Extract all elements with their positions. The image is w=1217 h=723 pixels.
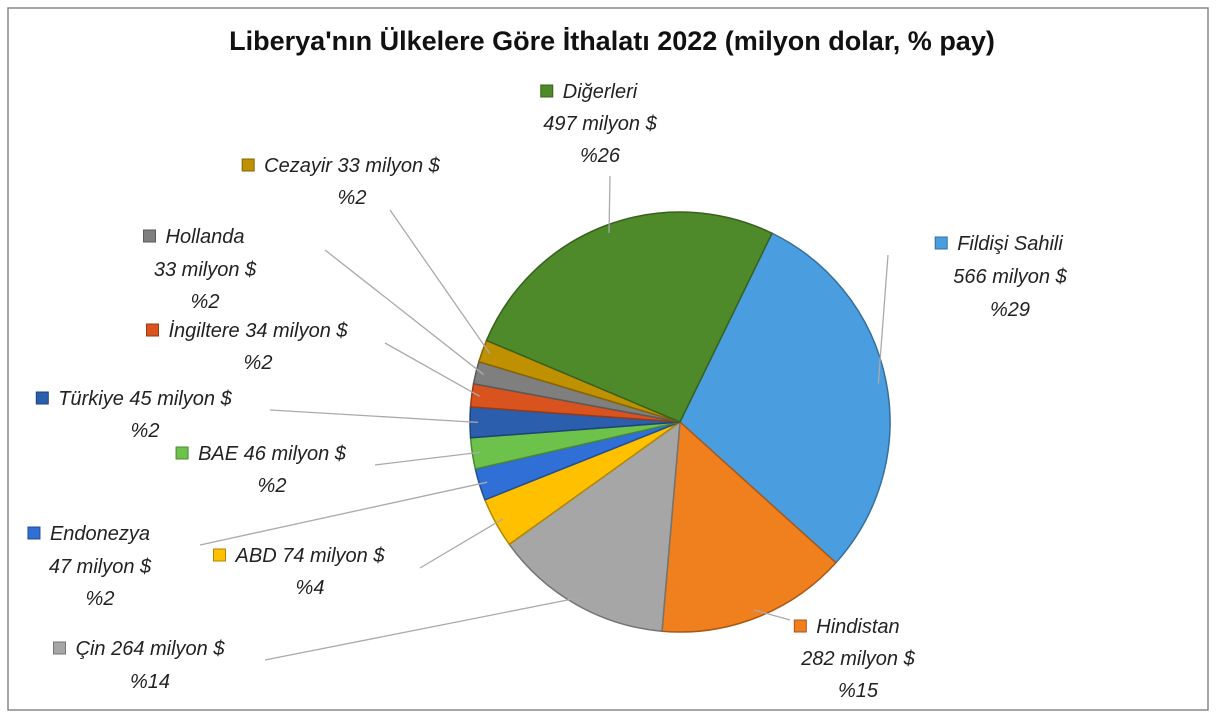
label-category: Cezayir — [264, 155, 333, 177]
data-label: %2 — [244, 352, 273, 374]
leader-line — [419, 518, 504, 569]
data-label: %2 — [86, 588, 115, 610]
data-label: BAE 46 milyon $ — [198, 443, 347, 465]
label-category: Hindistan — [816, 616, 899, 638]
pie-slice — [508, 420, 681, 633]
label-value: 566 milyon $ — [953, 266, 1067, 288]
label-category: İngiltere — [169, 320, 240, 342]
legend-marker — [213, 548, 227, 562]
leader-line — [753, 609, 791, 621]
label-value: 74 milyon $ — [282, 545, 385, 567]
label-category: Endonezya — [50, 523, 150, 545]
leader-line — [199, 481, 488, 546]
label-share: %2 — [258, 475, 287, 497]
leader-line — [264, 596, 581, 661]
data-label: 282 milyon $ — [800, 648, 915, 670]
data-label: 47 milyon $ — [49, 556, 152, 578]
leader-line — [877, 254, 889, 384]
label-category: Çin — [76, 638, 106, 660]
data-label: 497 milyon $ — [543, 113, 657, 135]
pie-slice — [485, 211, 774, 423]
label-value: 34 milyon $ — [245, 320, 348, 342]
label-category: ABD — [235, 545, 277, 567]
data-label: İngiltere 34 milyon $ — [169, 320, 349, 342]
data-label: %29 — [990, 299, 1030, 321]
label-share: %2 — [131, 420, 160, 442]
data-label: %2 — [338, 187, 367, 209]
label-share: %26 — [580, 145, 621, 167]
data-label: 33 milyon $ — [154, 259, 257, 281]
label-category: Fildişi Sahili — [957, 233, 1063, 255]
data-label: %4 — [296, 577, 325, 599]
data-label: 566 milyon $ — [953, 266, 1067, 288]
label-share: %2 — [244, 352, 273, 374]
data-label: Cezayir 33 milyon $ — [264, 155, 441, 177]
data-label: %26 — [580, 145, 621, 167]
data-label: Çin 264 milyon $ — [76, 638, 226, 660]
legend-marker — [53, 641, 67, 655]
leader-line — [608, 175, 611, 233]
label-category: Türkiye — [58, 388, 124, 410]
label-share: %4 — [296, 577, 325, 599]
legend-marker — [143, 229, 157, 243]
label-value: 264 milyon $ — [110, 638, 225, 660]
data-label: %2 — [131, 420, 160, 442]
pie-slice — [661, 420, 837, 633]
label-value: 45 milyon $ — [129, 388, 232, 410]
label-category: Diğerleri — [563, 81, 638, 103]
data-label: %15 — [838, 680, 879, 702]
label-value: 46 milyon $ — [244, 443, 347, 465]
data-label: %2 — [258, 475, 287, 497]
data-label: %2 — [191, 291, 220, 313]
label-value: 282 milyon $ — [800, 648, 915, 670]
legend-marker — [27, 526, 41, 540]
data-label: ABD 74 milyon $ — [235, 545, 386, 567]
legend-marker — [175, 446, 189, 460]
label-value: 33 milyon $ — [154, 259, 257, 281]
chart-title: Liberya'nın Ülkelere Göre İthalatı 2022 … — [229, 26, 995, 56]
leader-line — [384, 342, 480, 397]
data-label: Türkiye 45 milyon $ — [58, 388, 232, 410]
legend-marker — [934, 236, 948, 250]
legend-marker — [540, 84, 554, 98]
legend-marker — [146, 323, 159, 337]
leader-line — [269, 409, 479, 423]
label-share: %2 — [338, 187, 367, 209]
data-label: Diğerleri — [563, 81, 638, 103]
label-share: %14 — [130, 671, 170, 693]
leader-line — [374, 451, 481, 466]
label-value: 47 milyon $ — [49, 556, 152, 578]
label-value: 33 milyon $ — [338, 155, 441, 177]
data-label: Hindistan — [816, 616, 899, 638]
label-category: BAE — [198, 443, 239, 465]
data-label: Fildişi Sahili — [957, 233, 1063, 255]
label-share: %29 — [990, 299, 1030, 321]
leader-line — [324, 249, 485, 376]
label-share: %15 — [838, 680, 879, 702]
data-label: Endonezya — [50, 523, 150, 545]
label-share: %2 — [191, 291, 220, 313]
label-value: 497 milyon $ — [543, 113, 657, 135]
legend-marker — [241, 158, 255, 172]
legend-marker — [793, 619, 807, 633]
leader-line — [389, 209, 491, 355]
data-label: %14 — [130, 671, 170, 693]
legend-marker — [35, 391, 49, 405]
label-share: %2 — [86, 588, 115, 610]
label-category: Hollanda — [166, 226, 245, 248]
data-label: Hollanda — [166, 226, 245, 248]
